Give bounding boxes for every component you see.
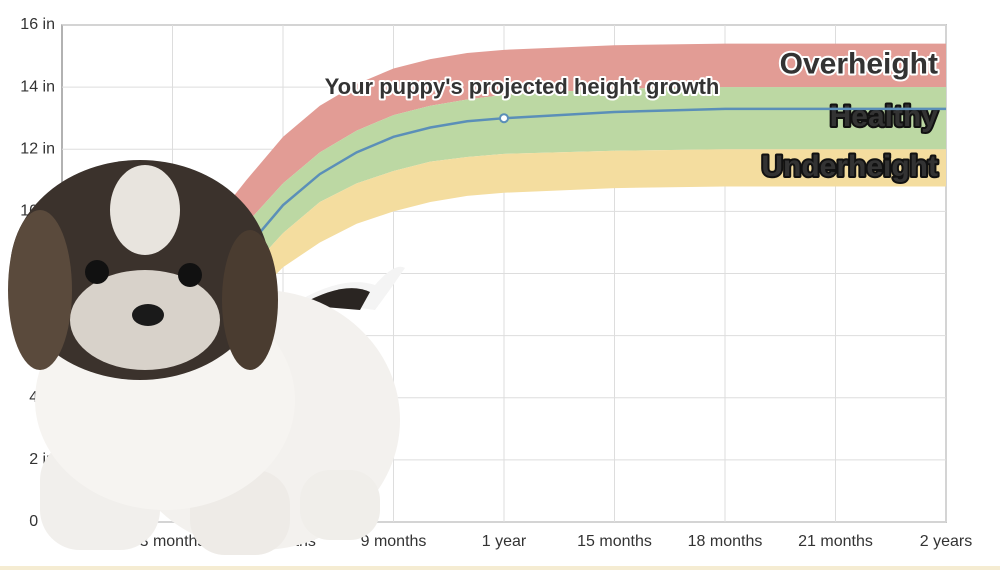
band-label: Overheight bbox=[780, 47, 938, 80]
puppy-blaze bbox=[110, 165, 180, 255]
puppy-nose bbox=[132, 304, 164, 326]
puppy-ear bbox=[222, 230, 278, 370]
x-tick-label: 3 months bbox=[140, 533, 206, 550]
annotation: Your puppy's projected height growth bbox=[325, 74, 720, 99]
band-area bbox=[209, 149, 947, 352]
puppy-leg bbox=[300, 470, 380, 540]
puppy-eye bbox=[85, 260, 109, 284]
puppy-eye bbox=[178, 263, 202, 287]
x-tick-label: 1 year bbox=[482, 533, 527, 550]
projection-marker bbox=[499, 113, 509, 124]
bottom-strip bbox=[0, 566, 1000, 570]
x-tick-label: 15 months bbox=[577, 533, 652, 550]
band-area bbox=[209, 87, 947, 321]
y-tick-label: 14 in bbox=[20, 78, 55, 95]
band-label: Healthy bbox=[830, 100, 939, 133]
x-tick-label: 9 months bbox=[361, 533, 427, 550]
band-area bbox=[209, 43, 947, 274]
projection-line bbox=[208, 107, 946, 297]
puppy-ear bbox=[8, 210, 72, 370]
y-tick-label: 12 in bbox=[20, 140, 55, 157]
x-tick-label: 18 months bbox=[688, 533, 763, 550]
x-tick-label: 2 years bbox=[920, 533, 972, 550]
band-label: Underheight bbox=[761, 150, 938, 183]
puppy-illustration bbox=[0, 160, 1000, 570]
y-tick-label: 16 in bbox=[20, 16, 55, 33]
x-tick-label: 21 months bbox=[798, 533, 873, 550]
